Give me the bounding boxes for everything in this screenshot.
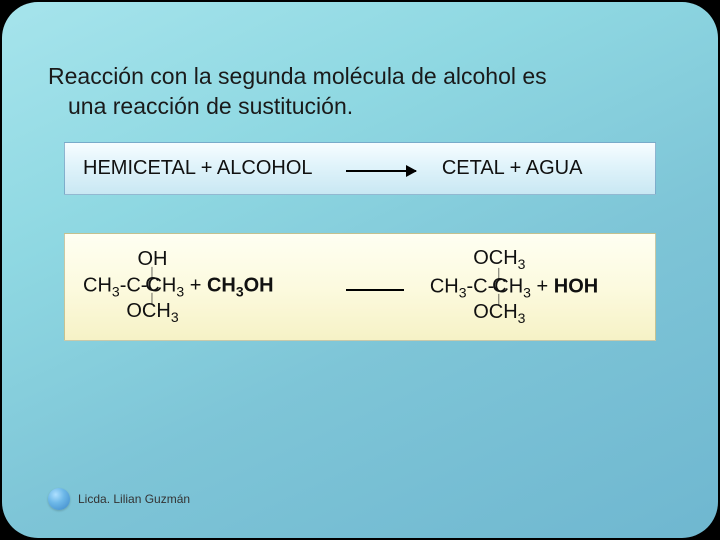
author-label: Licda. Lilian Guzmán (78, 492, 190, 506)
word-eq-rhs: CETAL + AGUA (424, 157, 637, 180)
slide-title: Reacción con la segunda molécula de alco… (48, 62, 672, 122)
structural-arrow-cell (338, 278, 412, 296)
word-eq-lhs: HEMICETAL + ALCOHOL (83, 157, 338, 180)
word-equation-row: HEMICETAL + ALCOHOL CETAL + AGUA (83, 157, 637, 180)
footer: Licda. Lilian Guzmán (48, 488, 190, 510)
word-eq-arrow-cell (338, 159, 424, 177)
word-equation-box: HEMICETAL + ALCOHOL CETAL + AGUA (64, 142, 656, 195)
arrow-icon (346, 170, 416, 172)
slide: Reacción con la segunda molécula de alco… (2, 2, 718, 538)
bullet-icon (48, 488, 70, 510)
product-side: CH3- OCH3 │ C │ OCH3 OCH3 CH3-C-CH3 + HO… (412, 248, 637, 326)
reactant-mid-overlay: OH CH3-C-CH3 + CH3OH OCH3 (83, 249, 274, 324)
product-mid-overlay: OCH3 CH3-C-CH3 + HOH OCH3 (430, 248, 598, 325)
title-line-2: una reacción de sustitución. (68, 92, 672, 122)
structural-equation-box: CH3- OH │ C │ OCH3 OH CH3-C-CH3 + CH3OH … (64, 233, 656, 341)
title-line-1: Reacción con la segunda molécula de alco… (48, 63, 547, 89)
structural-eq-row: CH3- OH │ C │ OCH3 OH CH3-C-CH3 + CH3OH … (83, 248, 637, 326)
reactant-side: CH3- OH │ C │ OCH3 OH CH3-C-CH3 + CH3OH … (83, 249, 338, 325)
arrow-icon (346, 289, 404, 291)
